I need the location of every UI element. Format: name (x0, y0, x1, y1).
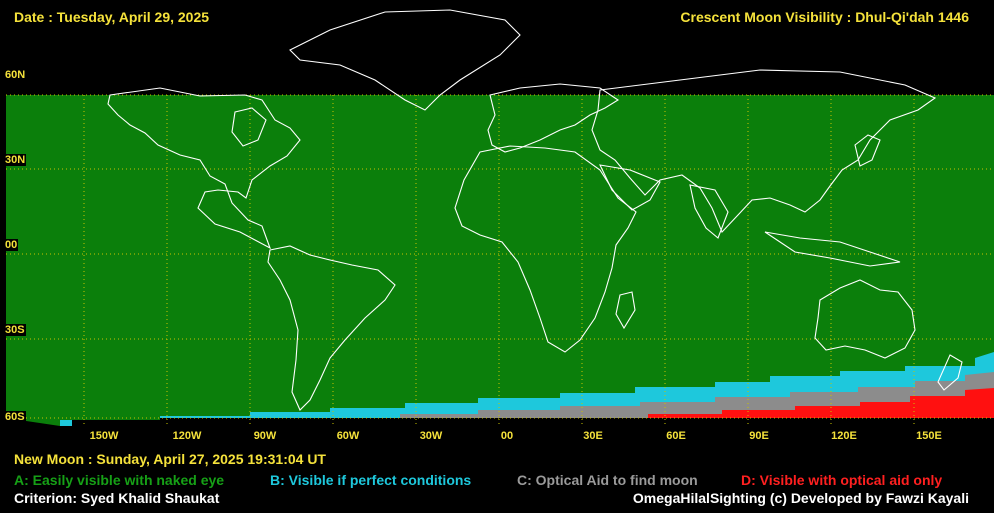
lat-label-60n: 60N (4, 69, 27, 81)
lat-label-30n: 30N (4, 154, 27, 166)
lon-label-30e: 30E (583, 430, 603, 442)
lon-label-90w: 90W (253, 430, 277, 442)
lon-label-120e: 120E (831, 430, 857, 442)
zone-b-patch (60, 420, 72, 426)
lat-label-00: 00 (4, 239, 19, 251)
europe-coast (487, 83, 620, 153)
lon-label-60e: 60E (666, 430, 686, 442)
lon-label-30w: 30W (419, 430, 443, 442)
indonesia-coast (764, 231, 901, 267)
lat-label-30s: 30S (4, 324, 26, 336)
asia-coast (591, 69, 937, 233)
lon-label-150w: 150W (89, 430, 119, 442)
lon-label-90e: 90E (749, 430, 769, 442)
zone-d-band (648, 388, 994, 418)
australia-coast (814, 279, 916, 359)
coastlines (107, 9, 963, 411)
legend-d: D: Visible with optical aid only (741, 472, 943, 488)
hudson-bay-coast (231, 107, 267, 147)
map-title: Crescent Moon Visibility : Dhul-Qi'dah 1… (680, 9, 969, 25)
credit-label: OmegaHilalSighting (c) Developed by Fawz… (632, 490, 969, 506)
legend-c: C: Optical Aid to find moon (517, 472, 698, 488)
new-moon-info: New Moon : Sunday, April 27, 2025 19:31:… (14, 451, 326, 467)
lon-label-120w: 120W (172, 430, 202, 442)
india-coast (689, 184, 729, 239)
africa-coast (454, 145, 637, 353)
legend-a: A: Easily visible with naked eye (14, 472, 225, 488)
arabia-coast (599, 164, 661, 211)
japan-coast (854, 134, 881, 167)
criterion-label: Criterion: Syed Khalid Shaukat (14, 490, 220, 506)
date-label: Date : Tuesday, April 29, 2025 (14, 9, 210, 25)
greenland-coast (289, 9, 521, 111)
visibility-zones (6, 95, 994, 426)
lat-label-60s: 60S (4, 411, 26, 423)
map-grid (6, 94, 994, 426)
legend-b: B: Visible if perfect conditions (270, 472, 472, 488)
south-america-coast (267, 245, 396, 411)
north-america-coast (107, 87, 301, 250)
lon-label-60w: 60W (336, 430, 360, 442)
madagascar-coast (615, 291, 636, 330)
new-zealand-coast (937, 354, 963, 391)
no-visibility-strip (6, 418, 994, 426)
lon-label-00: 00 (500, 430, 514, 442)
lon-label-150e: 150E (916, 430, 942, 442)
